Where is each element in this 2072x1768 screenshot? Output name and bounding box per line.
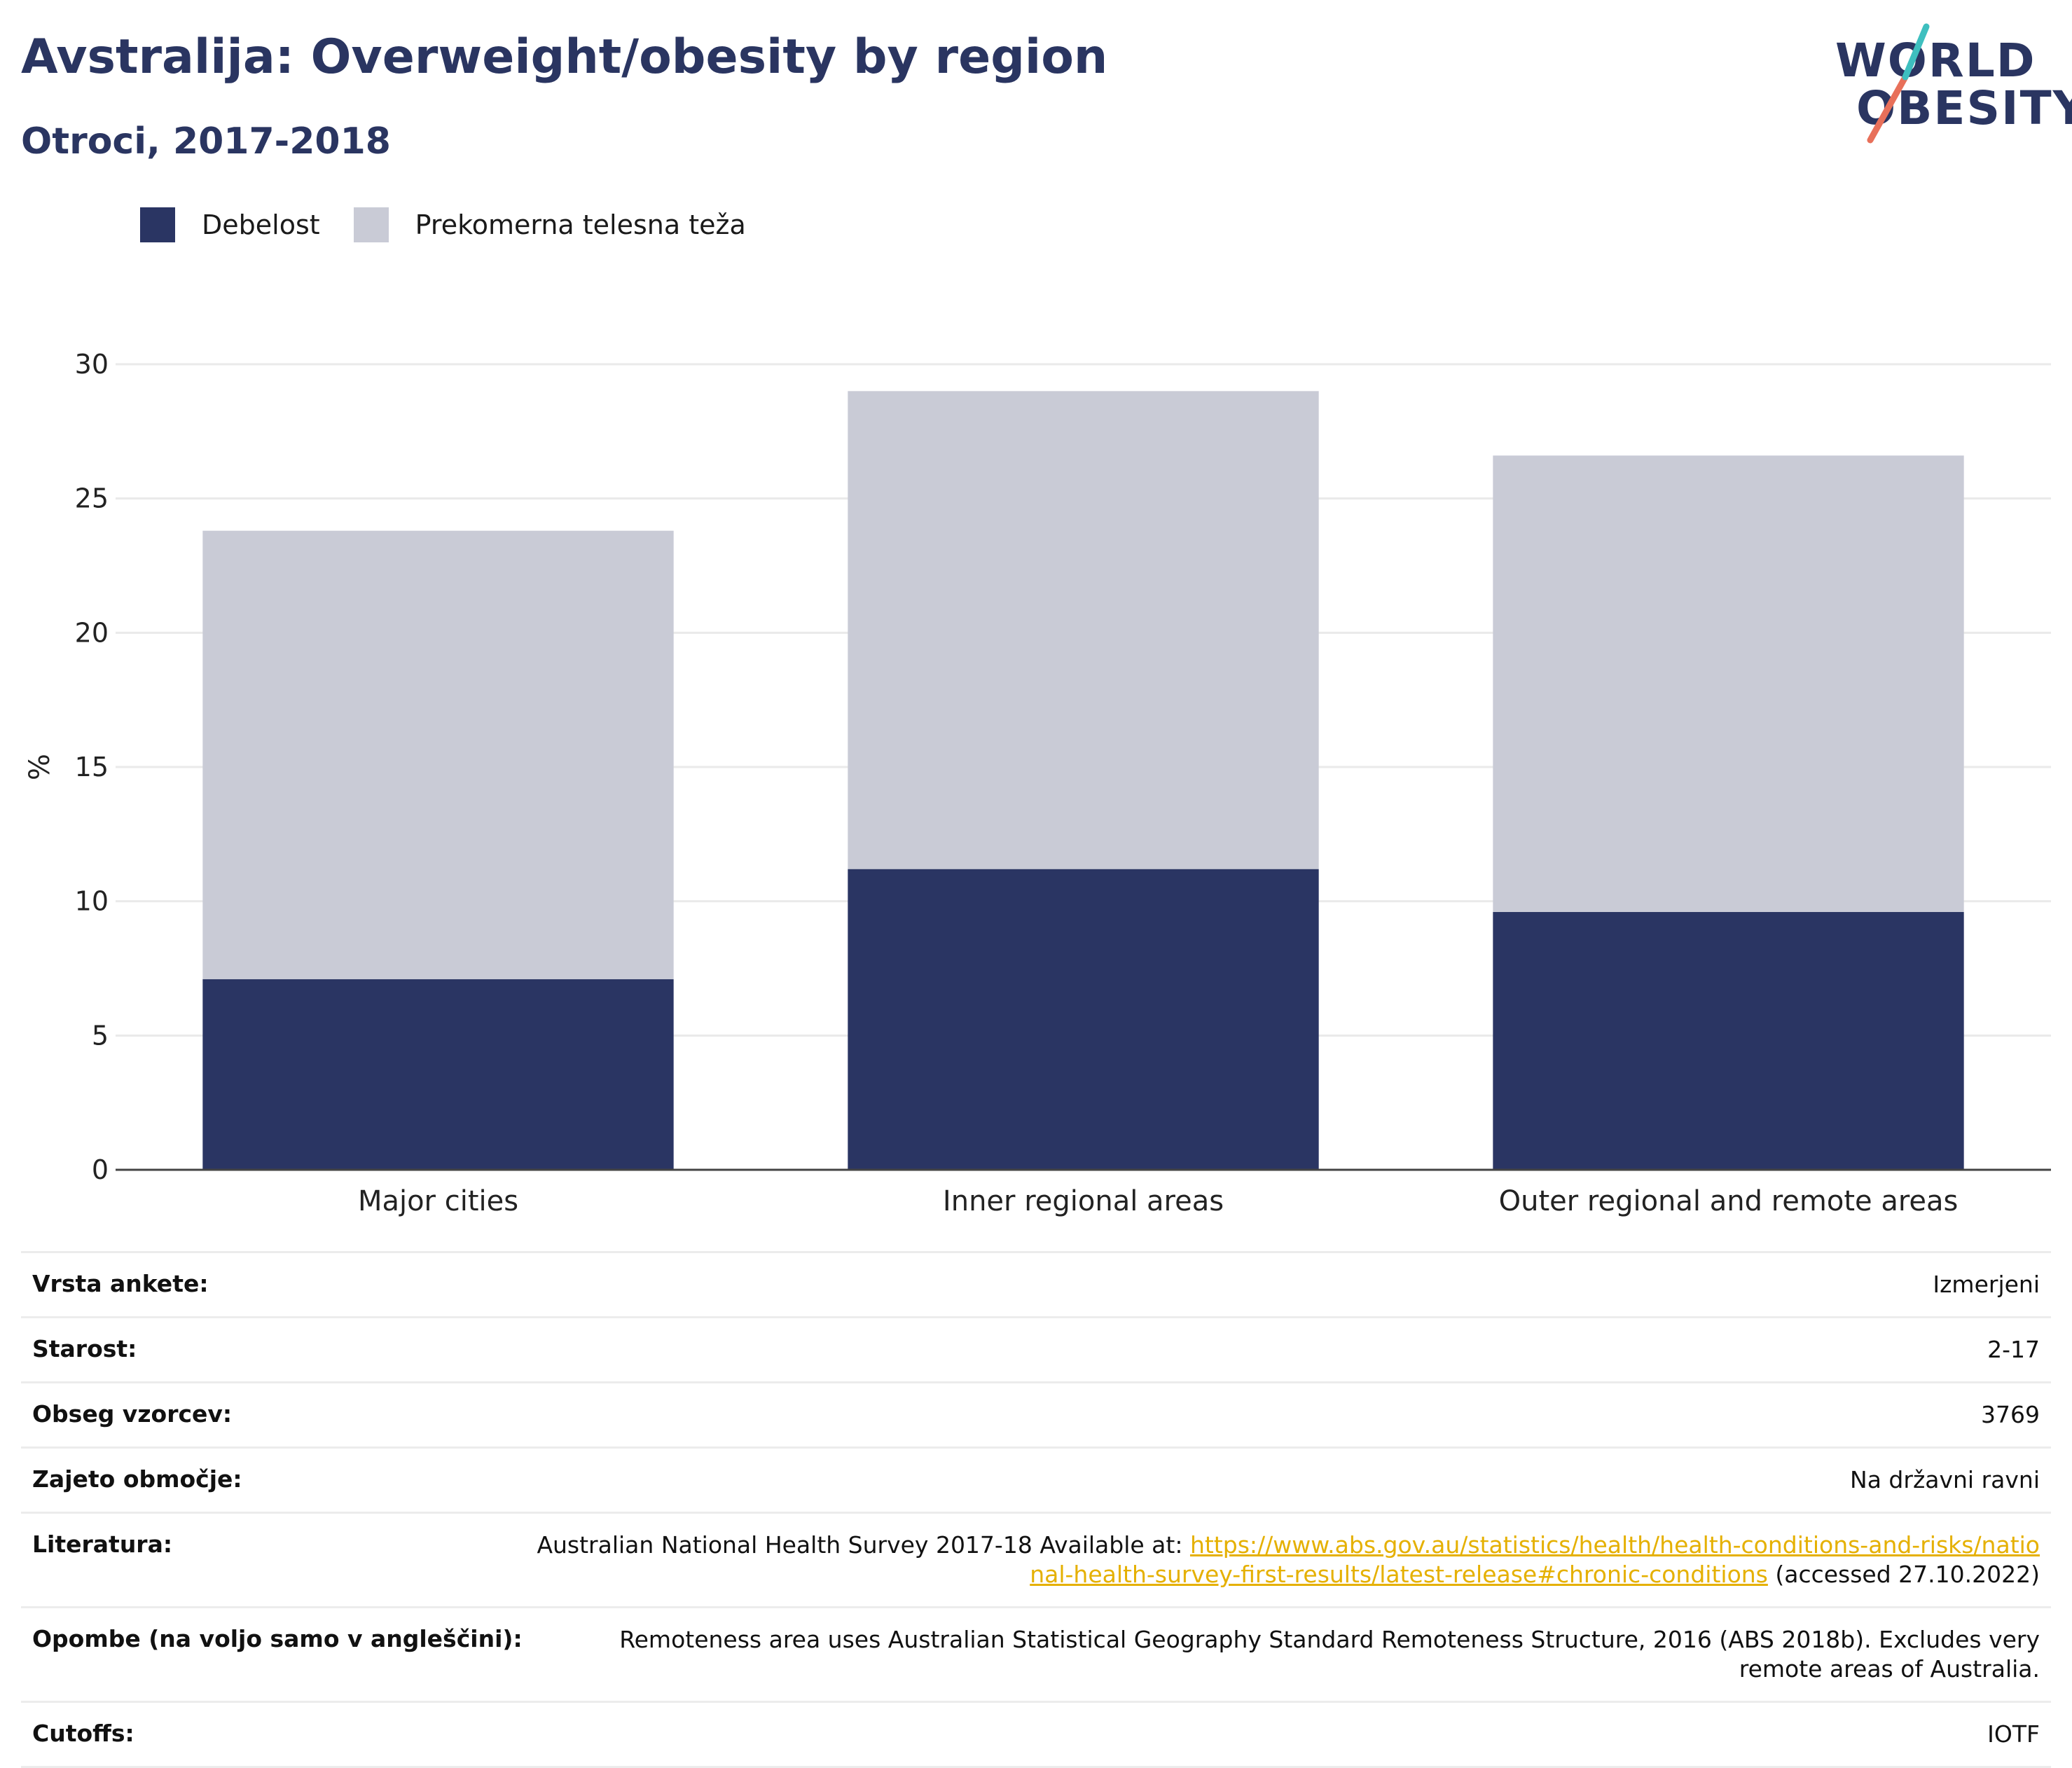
logo-line-1: WORLD (1835, 34, 2036, 88)
metadata-value: Na državni ravni (1850, 1466, 2040, 1493)
metadata-row: Vrsta ankete: Izmerjeni (21, 1251, 2051, 1316)
bar-obesity (202, 979, 674, 1170)
metadata-row: Cutoffs: IOTF (21, 1701, 2051, 1768)
y-tick-label: 20 (75, 617, 109, 648)
legend-label-overweight: Prekomerna telesna teža (415, 209, 746, 240)
metadata-value: IOTF (1987, 1720, 2040, 1748)
legend-item-obesity[interactable]: Debelost (140, 207, 320, 242)
bar-obesity (848, 869, 1319, 1170)
y-axis-label: % (24, 754, 56, 780)
metadata-key: Obseg vzorcev: (32, 1400, 233, 1428)
legend-swatch-obesity (140, 207, 175, 242)
logo-line-2: OBESITY (1856, 81, 2072, 135)
metadata-row: Zajeto območje: Na državni ravni (21, 1446, 2051, 1512)
metadata-table: Vrsta ankete: Izmerjeni Starost: 2-17 Obseg … (21, 1251, 2051, 1768)
y-tick-label: 0 (92, 1154, 109, 1185)
chart-title: Avstralija: Overweight/obesity by region (21, 29, 1108, 85)
x-tick-label: Inner regional areas (943, 1185, 1224, 1217)
metadata-key: Zajeto območje: (32, 1465, 242, 1493)
metadata-value: Izmerjeni (1933, 1271, 2040, 1298)
metadata-value: Australian National Health Survey 2017-1… (534, 1531, 2040, 1589)
y-tick-label: 15 (75, 752, 109, 782)
x-tick-label: Outer regional and remote areas (1499, 1185, 1959, 1217)
metadata-key: Starost: (32, 1335, 137, 1362)
bar-obesity (1493, 912, 1964, 1170)
metadata-key: Opombe (na voljo samo v angleščini): (32, 1625, 523, 1652)
y-tick-label: 10 (75, 886, 109, 917)
metadata-row: Opombe (na voljo samo v angleščini): Remo… (21, 1606, 2051, 1701)
reference-link[interactable]: https://www.abs.gov.au/statistics/health… (1030, 1531, 2040, 1588)
stacked-bar-chart: 0 5 10 15 20 25 30% Major cities Inner regional … (24, 349, 2051, 1217)
y-tick-label: 25 (75, 483, 109, 514)
metadata-key: Vrsta ankete: (32, 1270, 209, 1297)
bar-overweight (848, 391, 1319, 869)
legend-swatch-overweight (353, 207, 389, 242)
x-tick-label: Major cities (358, 1185, 518, 1217)
reference-text: Australian National Health Survey 2017-1… (537, 1531, 1190, 1559)
metadata-key: Literatura: (32, 1531, 173, 1558)
chart-legend: Debelost Prekomerna telesna teža (140, 207, 780, 242)
chart-subtitle: Otroci, 2017-2018 (21, 120, 391, 163)
metadata-row: Literatura: Australian National Health Su… (21, 1512, 2051, 1606)
world-obesity-logo: WORLD OBESITY (1821, 21, 2072, 147)
metadata-row: Starost: 2-17 (21, 1316, 2051, 1381)
bar-overweight (202, 530, 674, 979)
bar-overweight (1493, 455, 1964, 912)
y-tick-label: 5 (92, 1020, 109, 1051)
metadata-key: Cutoffs: (32, 1720, 134, 1747)
y-tick-label: 30 (75, 349, 109, 380)
legend-label-obesity: Debelost (202, 209, 320, 240)
legend-item-overweight[interactable]: Prekomerna telesna teža (353, 207, 746, 242)
metadata-row: Obseg vzorcev: 3769 (21, 1381, 2051, 1446)
logo-slash-icon (1867, 23, 1930, 144)
metadata-value: 2-17 (1987, 1336, 2040, 1363)
metadata-value: Remoteness area uses Australian Statisti… (619, 1626, 2040, 1683)
metadata-value: 3769 (1981, 1401, 2040, 1428)
reference-accessed-date: (accessed 27.10.2022) (1767, 1561, 2040, 1588)
